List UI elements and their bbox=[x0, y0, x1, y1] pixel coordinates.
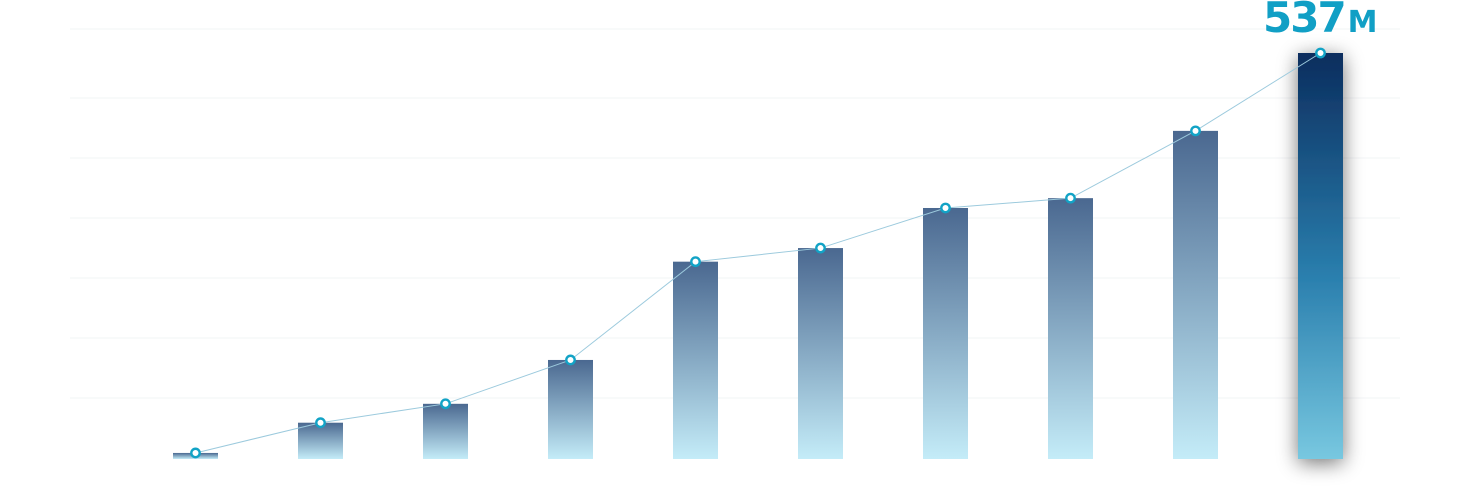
trend-line-path bbox=[195, 52, 1321, 454]
grid-lines bbox=[70, 28, 1400, 399]
data-point-markers bbox=[190, 47, 1326, 459]
data-point-4 bbox=[565, 354, 576, 366]
data-point-6 bbox=[815, 242, 826, 254]
bars bbox=[173, 53, 1343, 460]
trend-line bbox=[195, 52, 1321, 454]
bar-7 bbox=[923, 207, 968, 459]
data-point-9 bbox=[1190, 125, 1201, 137]
data-point-5 bbox=[690, 256, 701, 268]
bar-2 bbox=[298, 422, 343, 459]
bar-3 bbox=[423, 403, 468, 459]
bar-8 bbox=[1048, 198, 1093, 459]
bar-9 bbox=[1173, 130, 1218, 460]
data-point-10 bbox=[1315, 47, 1326, 59]
annotation-unit: M bbox=[1348, 5, 1378, 40]
annotation-labels: 537 M bbox=[1263, 0, 1378, 42]
data-point-7 bbox=[940, 202, 951, 214]
bar-4 bbox=[548, 359, 593, 459]
data-point-2 bbox=[315, 417, 326, 429]
bar-highlighted bbox=[1298, 53, 1343, 459]
bar-5 bbox=[673, 261, 718, 459]
data-point-8 bbox=[1065, 192, 1076, 204]
data-point-1 bbox=[190, 447, 201, 459]
bar-6 bbox=[798, 248, 843, 459]
annotation-label-1: 537 M bbox=[1263, 0, 1378, 42]
annotation-value: 537 bbox=[1263, 0, 1345, 42]
data-point-3 bbox=[440, 398, 451, 410]
